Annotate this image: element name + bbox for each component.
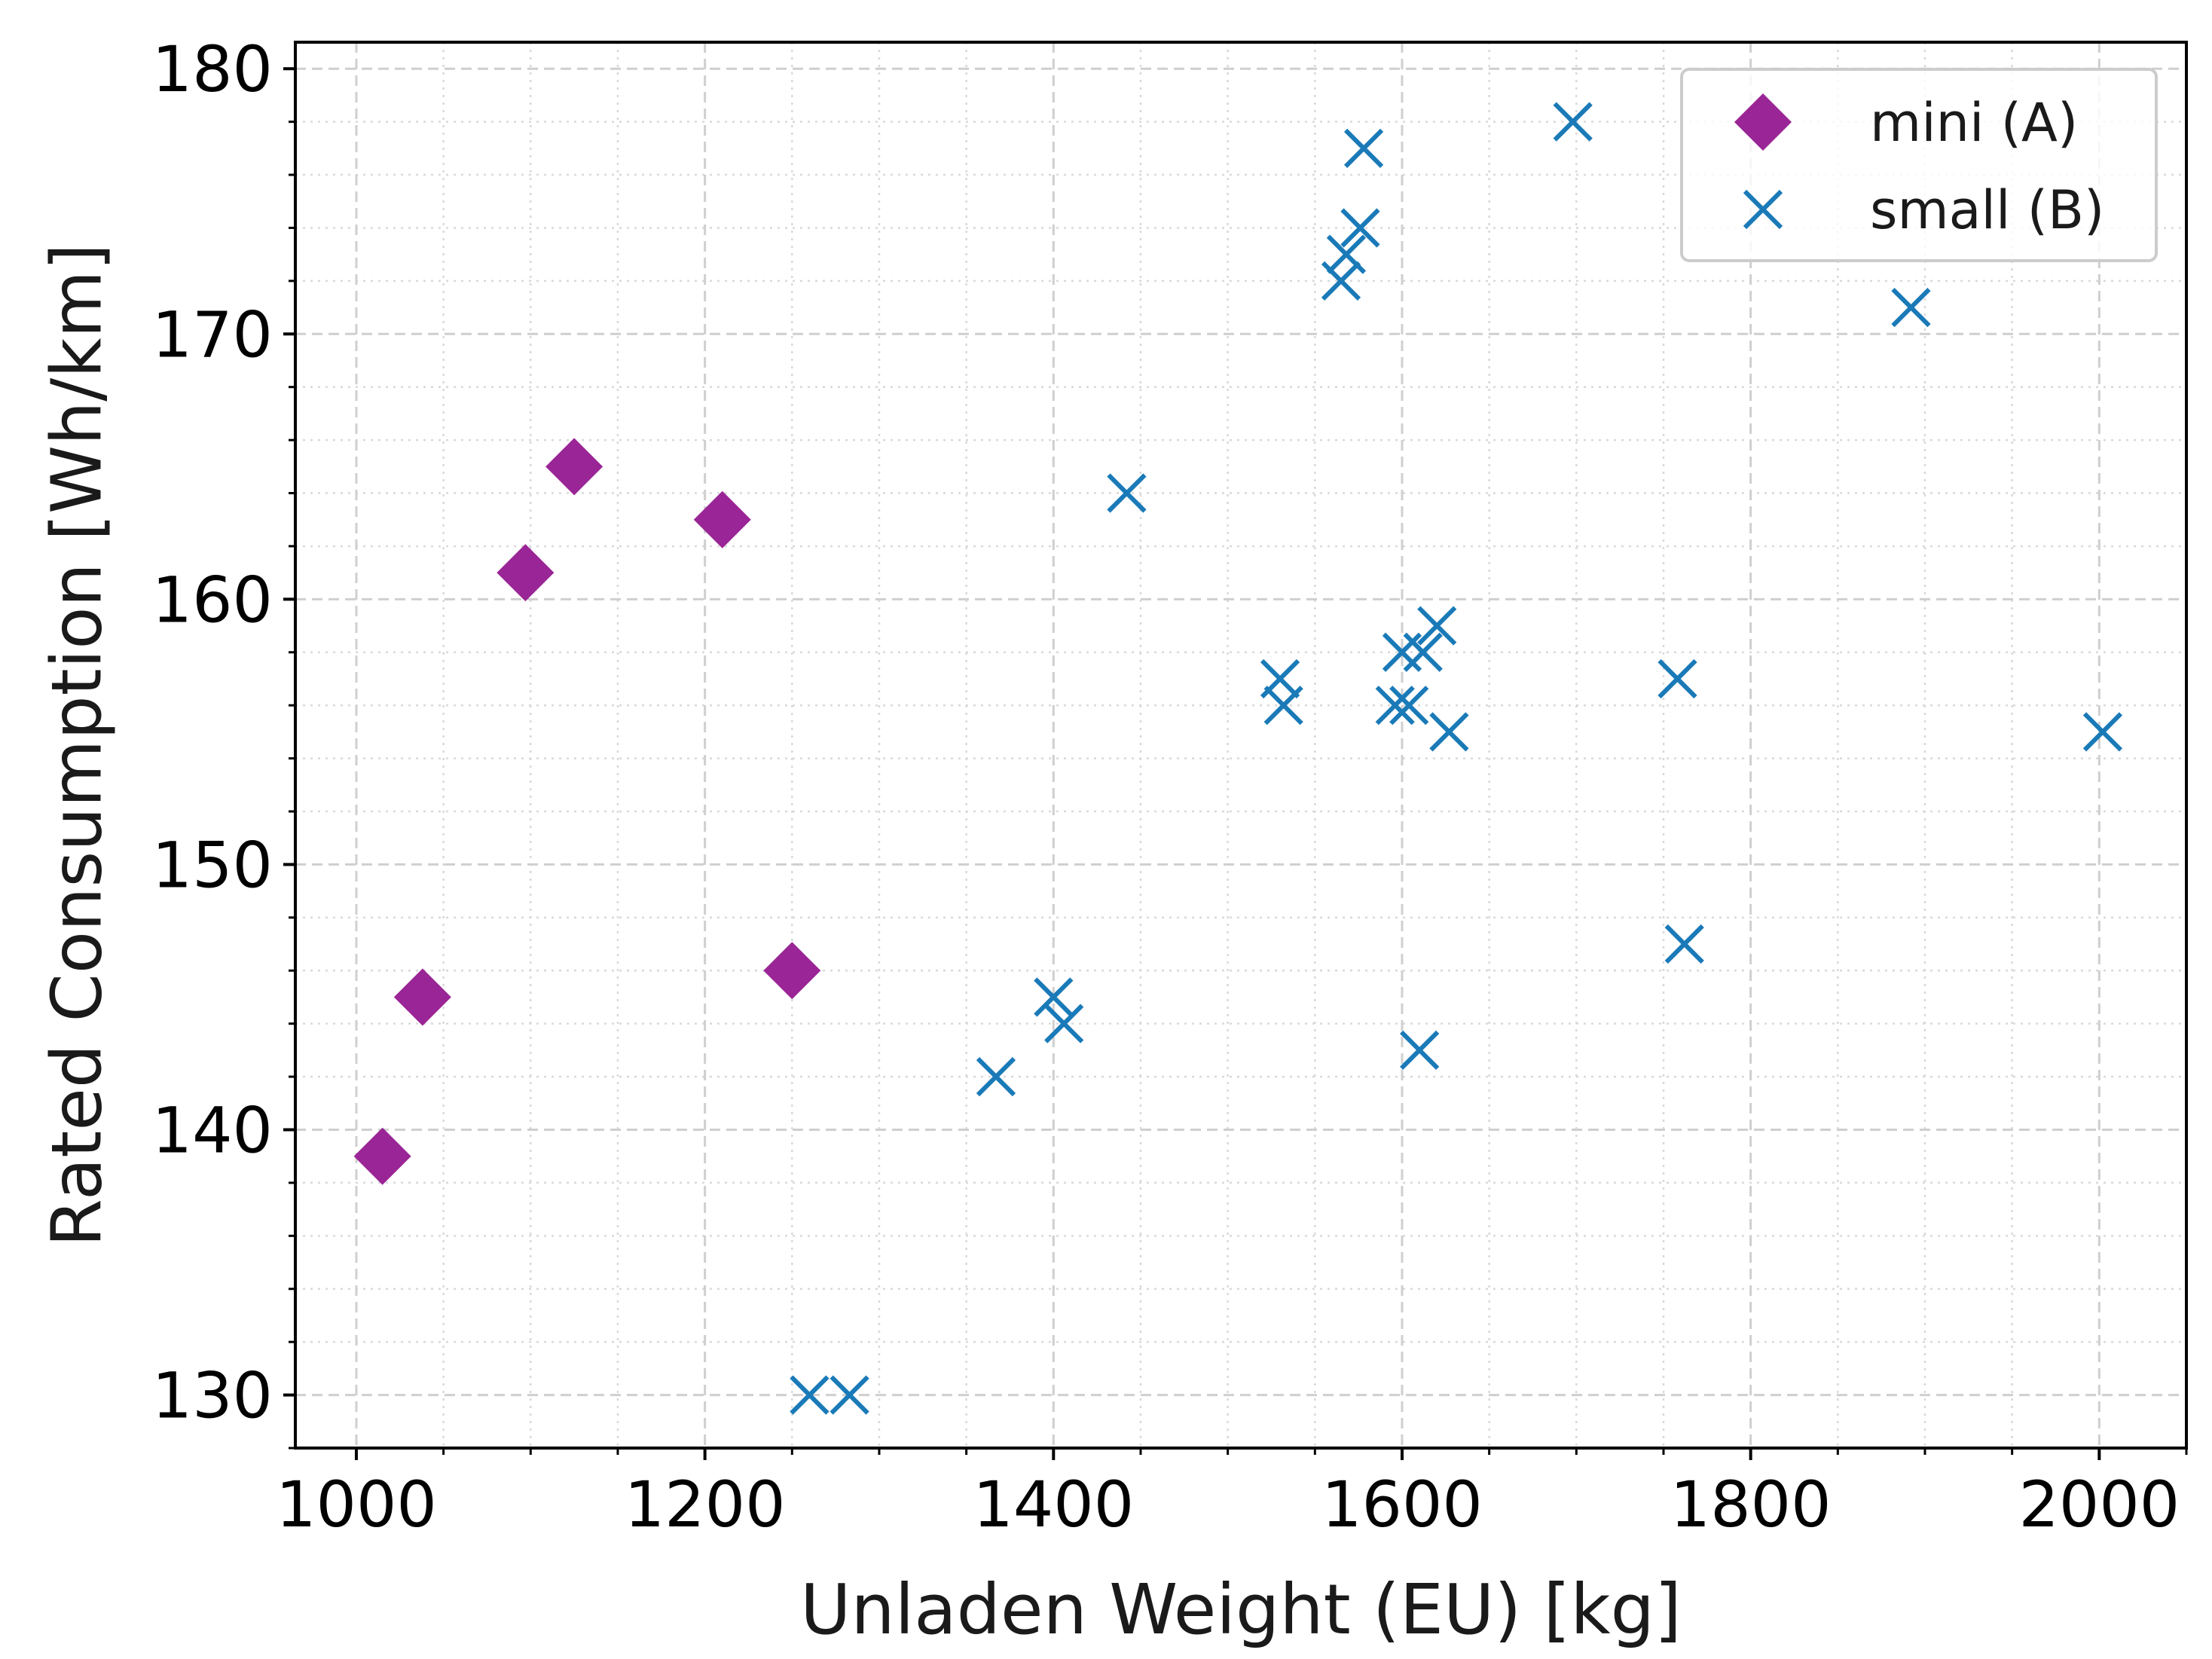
data-point-x [1263, 686, 1303, 726]
legend-label: mini (A) [1870, 92, 2078, 154]
x-marker-stroke [1553, 102, 1593, 142]
x-marker-stroke [1034, 977, 1074, 1017]
data-point-x [830, 1375, 869, 1415]
legend-item: mini (A) [1734, 92, 2078, 154]
data-point-x [1044, 1004, 1084, 1043]
data-point-x [1657, 658, 1697, 699]
x-marker-stroke [976, 1056, 1016, 1097]
legend-marker-diamond [1734, 93, 1792, 151]
data-point-diamond [496, 544, 555, 602]
x-marker-stroke [1340, 208, 1380, 248]
data-point-x [1429, 712, 1469, 752]
x-marker-stroke [1399, 1030, 1440, 1071]
data-point-x [1417, 606, 1457, 646]
x-marker-stroke [830, 1375, 869, 1415]
data-point-diamond [353, 1127, 411, 1185]
legend-label: small (B) [1870, 179, 2104, 241]
data-point-x [976, 1056, 1016, 1097]
x-marker-stroke [1044, 1004, 1084, 1043]
x-tick-label: 1600 [1321, 1468, 1483, 1541]
data-point-x [1034, 977, 1074, 1017]
x-marker-stroke [1343, 128, 1384, 168]
data-point-diamond [545, 438, 603, 496]
x-marker-stroke [790, 1375, 830, 1415]
x-marker-stroke [1326, 234, 1367, 274]
x-tick-label: 2000 [2018, 1468, 2180, 1541]
legend-item: small (B) [1743, 179, 2104, 241]
series-mini [353, 438, 821, 1185]
data-point-x [1399, 1030, 1440, 1071]
tick-labels: 1000 1200 1400 1600 1800 2000 130 140 150 160 170 1… [152, 32, 2180, 1541]
data-markers [353, 102, 2123, 1415]
data-point-x [1891, 287, 1931, 328]
x-marker-stroke [2082, 712, 2123, 752]
data-point-x [1375, 686, 1415, 726]
x-tick-label: 1400 [973, 1468, 1134, 1541]
data-point-x [1389, 686, 1429, 726]
y-tick-label: 170 [152, 298, 273, 371]
data-point-x [1343, 128, 1384, 168]
data-point-x [2082, 712, 2123, 752]
x-marker-stroke [1321, 261, 1361, 301]
data-point-x [1107, 473, 1147, 513]
y-tick-label: 180 [152, 32, 273, 106]
plot-area-frame [294, 41, 2188, 1450]
x-axis-label: Unladen Weight (EU) [kg] [800, 1569, 1682, 1650]
x-marker-stroke [1263, 686, 1303, 726]
data-point-x [1403, 632, 1443, 672]
x-marker-stroke [1403, 632, 1443, 672]
x-marker-stroke [1664, 924, 1704, 964]
data-point-diamond [393, 968, 451, 1026]
data-point-x [1326, 234, 1367, 274]
data-point-x [1664, 924, 1704, 964]
legend-marker-x [1743, 189, 1783, 230]
x-tick-label: 1000 [276, 1468, 437, 1541]
y-tick-label: 140 [152, 1094, 273, 1168]
series-small [790, 102, 2123, 1415]
x-marker-stroke [1657, 658, 1697, 699]
y-tick-label: 160 [152, 563, 273, 637]
y-tick-label: 130 [152, 1359, 273, 1433]
x-tick-label: 1800 [1670, 1468, 1832, 1541]
legend: mini (A) small (B) [1680, 68, 2158, 262]
data-point-x [790, 1375, 830, 1415]
y-tick-label: 150 [152, 828, 273, 902]
x-marker-stroke [1417, 606, 1457, 646]
x-marker-stroke [1891, 287, 1931, 328]
data-point-x [1553, 102, 1593, 142]
data-point-diamond [693, 490, 751, 548]
x-tick-label: 1200 [625, 1468, 786, 1541]
y-axis-label: Rated Consumption [Wh/km] [36, 243, 117, 1247]
legend-box [1680, 68, 2158, 262]
x-marker-stroke [1429, 712, 1469, 752]
grid [295, 42, 2188, 1450]
data-point-x [1340, 208, 1380, 248]
x-marker-stroke [1743, 189, 1783, 230]
data-point-diamond [763, 942, 821, 1000]
x-marker-stroke [1389, 686, 1429, 726]
x-marker-stroke [1375, 686, 1415, 726]
x-marker-stroke [1107, 473, 1147, 513]
